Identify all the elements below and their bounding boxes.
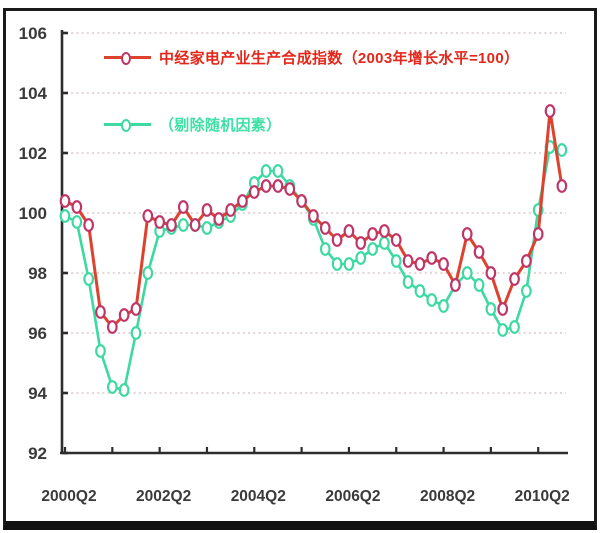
legend-label-random-factors-removed: （剔除随机因素） [159, 117, 282, 134]
series-composite-index-marker [461, 227, 473, 241]
series-composite-index-marker [426, 251, 438, 265]
x-axis-tick-label: 2000Q2 [41, 488, 96, 505]
series-random-factors-removed-marker [201, 221, 213, 235]
series-random-factors-removed-marker [130, 326, 142, 340]
series-random-factors-removed-marker [556, 143, 568, 157]
series-random-factors-removed-marker [461, 266, 473, 280]
series-composite-index-marker [142, 209, 154, 223]
series-random-factors-removed-marker [83, 272, 95, 286]
series-composite-index-marker [485, 266, 497, 280]
series-random-factors-removed-marker [473, 278, 485, 292]
series-composite-index-marker [509, 272, 520, 286]
series-composite-index-marker [118, 308, 130, 322]
legend-item-composite-index: 中经家电产业生产合成指数（2003年增长水平=100） [104, 47, 519, 68]
series-random-factors-removed-marker [426, 293, 438, 307]
series-composite-index-marker [225, 203, 237, 217]
series-composite-index-marker [308, 209, 319, 223]
series-composite-index-marker [532, 227, 544, 241]
series-composite-index-marker [438, 257, 449, 271]
series-composite-index-marker [59, 194, 71, 208]
series-composite-index-marker [154, 215, 166, 229]
series-composite-index-marker [213, 212, 225, 226]
page-border-frame [3, 8, 597, 530]
series-composite-index-marker [355, 236, 367, 250]
series-random-factors-removed-marker [509, 320, 520, 334]
series-random-factors-removed-marker [402, 275, 414, 289]
series-composite-index-marker [544, 104, 556, 118]
series-random-factors-removed-marker [177, 218, 189, 232]
series-random-factors-removed-marker [390, 254, 402, 268]
series-random-factors-removed-marker [414, 284, 426, 298]
series-random-factors-removed-marker [343, 257, 355, 271]
series-composite-index-marker [95, 305, 106, 319]
y-axis-tick-label: 96 [28, 324, 47, 343]
series-composite-index-marker [248, 185, 260, 199]
series-random-factors-removed-marker [272, 164, 284, 178]
series-composite-index-marker [83, 218, 95, 232]
series-random-factors-removed-marker [379, 236, 390, 250]
x-axis-tick-label: 2002Q2 [136, 488, 191, 505]
x-axis-tick-label: 2008Q2 [420, 488, 475, 505]
legend-marker-composite-index-icon [104, 51, 151, 65]
series-composite-index-marker [497, 302, 509, 316]
series-composite-index-marker [106, 320, 118, 334]
series-random-factors-removed-marker [319, 242, 331, 256]
y-axis-tick-label: 104 [19, 84, 48, 103]
series-random-factors-removed-marker [367, 242, 378, 256]
series-random-factors-removed-marker [331, 257, 343, 271]
y-axis-tick-label: 100 [19, 204, 47, 223]
series-random-factors-removed-marker [497, 323, 509, 337]
series-composite-index-marker [130, 302, 142, 316]
series-composite-index-marker [520, 254, 532, 268]
series-composite-index-marker [71, 200, 83, 214]
series-composite-index-marker [556, 179, 568, 193]
series-composite-index-marker [402, 254, 414, 268]
series-random-factors-removed-marker [95, 344, 106, 358]
series-composite-index-marker [473, 245, 485, 259]
series-random-factors-removed-marker [71, 215, 83, 229]
series-composite-index-marker [237, 194, 248, 208]
series-composite-index-marker [414, 257, 426, 271]
series-random-factors-removed-marker [260, 164, 272, 178]
series-composite-index-marker [367, 227, 378, 241]
series-random-factors-removed-marker [59, 209, 71, 223]
x-axis-tick-label: 2010Q2 [515, 488, 570, 505]
series-composite-index-marker [177, 200, 189, 214]
y-axis-tick-label: 106 [19, 24, 47, 43]
series-composite-index-marker [379, 224, 390, 238]
series-random-factors-removed-marker [485, 302, 497, 316]
x-axis-tick-label: 2004Q2 [231, 488, 286, 505]
series-random-factors-removed-marker [520, 284, 532, 298]
series-random-factors-removed-marker [106, 380, 118, 394]
series-composite-index-marker [166, 218, 177, 232]
y-axis-tick-label: 92 [28, 444, 47, 463]
series-composite-index-marker [284, 182, 296, 196]
series-random-factors-removed-marker [142, 266, 154, 280]
x-axis-tick-label: 2006Q2 [325, 488, 380, 505]
series-composite-index-marker [449, 278, 461, 292]
series-composite-index-marker [319, 221, 331, 235]
legend-item-random-factors-removed: （剔除随机因素） [104, 114, 281, 135]
legend-marker-random-factors-removed-icon [104, 118, 151, 132]
y-axis-tick-label: 98 [28, 264, 47, 283]
series-composite-index-marker [189, 218, 201, 232]
y-axis-tick-label: 94 [28, 384, 47, 403]
series-random-factors-removed-marker [355, 251, 367, 265]
series-random-factors-removed-marker [438, 299, 449, 313]
series-composite-index-marker [390, 233, 402, 247]
series-composite-index-marker [343, 224, 355, 238]
series-random-factors-removed-marker [118, 383, 130, 397]
series-composite-index-marker [272, 179, 284, 193]
y-axis-tick-label: 102 [19, 144, 47, 163]
series-composite-index-marker [260, 179, 272, 193]
legend-label-composite-index: 中经家电产业生产合成指数（2003年增长水平=100） [159, 50, 520, 67]
series-composite-index-marker [201, 203, 213, 217]
series-composite-index-marker [331, 233, 343, 247]
series-composite-index-marker [296, 194, 308, 208]
